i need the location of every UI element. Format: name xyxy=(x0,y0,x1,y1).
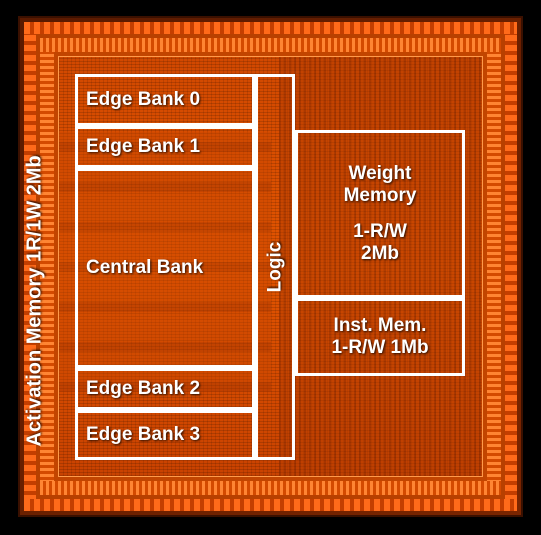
edge-bank-2-label: Edge Bank 2 xyxy=(86,378,200,400)
inst-mem-label-1: Inst. Mem. xyxy=(334,315,427,337)
inst-mem-block: Inst. Mem. 1-R/W 1Mb xyxy=(295,298,465,376)
edge-bank-1: Edge Bank 1 xyxy=(75,126,255,168)
activation-memory-label: Activation Memory 1R/1W 2Mb xyxy=(24,107,47,447)
central-bank: Central Bank xyxy=(75,168,255,368)
inst-mem-label-2: 1-R/W 1Mb xyxy=(331,337,428,359)
central-bank-label: Central Bank xyxy=(86,257,203,279)
logic-block: Logic xyxy=(255,74,295,460)
weight-memory-label-4: 2Mb xyxy=(361,243,399,265)
weight-memory-label-3: 1-R/W xyxy=(353,221,407,243)
weight-memory-label-1: Weight xyxy=(349,163,412,185)
edge-bank-3: Edge Bank 3 xyxy=(75,410,255,460)
edge-bank-1-label: Edge Bank 1 xyxy=(86,136,200,158)
weight-memory-label-2: Memory xyxy=(344,185,417,207)
edge-bank-0-label: Edge Bank 0 xyxy=(86,89,200,111)
edge-bank-0: Edge Bank 0 xyxy=(75,74,255,126)
edge-bank-3-label: Edge Bank 3 xyxy=(86,424,200,446)
chip-floorplan: Activation Memory 1R/1W 2Mb Edge Bank 0 … xyxy=(0,0,541,535)
edge-bank-2: Edge Bank 2 xyxy=(75,368,255,410)
logic-label: Logic xyxy=(264,242,286,293)
weight-memory-block: Weight Memory 1-R/W 2Mb xyxy=(295,130,465,298)
